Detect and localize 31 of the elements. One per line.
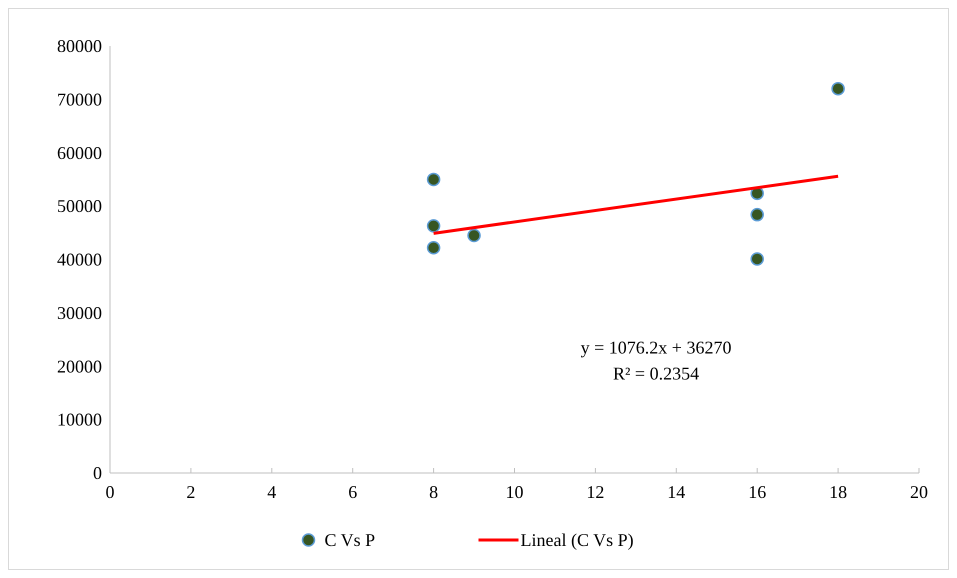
- y-tick-label: 70000: [57, 89, 102, 110]
- x-tick-label: 20: [910, 482, 928, 502]
- annotation: R² = 0.2354: [613, 363, 700, 384]
- y-tick-label: 80000: [57, 36, 102, 56]
- x-tick-label: 0: [106, 482, 114, 502]
- point: [467, 228, 481, 242]
- x-tick-label: 16: [748, 482, 766, 502]
- point: [750, 252, 764, 266]
- x-tick-label: 8: [429, 482, 438, 502]
- x-tick-label: 6: [348, 482, 358, 502]
- point: [750, 208, 764, 222]
- legend-label: Lineal (C Vs P): [520, 530, 634, 550]
- point: [426, 172, 440, 186]
- point: [426, 241, 440, 255]
- x-tick-label: 14: [667, 482, 686, 502]
- x-tick-label: 4: [267, 482, 276, 502]
- y-tick-label: 50000: [57, 196, 102, 216]
- x-tick-label: 18: [829, 482, 848, 502]
- y-tick-label: 10000: [57, 410, 102, 430]
- y-tick-label: 0: [93, 463, 102, 483]
- y-tick-label: 20000: [57, 356, 102, 376]
- y-tick-label: 60000: [57, 142, 102, 163]
- x-tick-label: 2: [186, 482, 196, 502]
- point: [831, 82, 845, 96]
- annotation: y = 1076.2x + 36270: [580, 337, 732, 358]
- x-tick-label: 12: [586, 482, 604, 502]
- y-tick-label: 40000: [57, 250, 102, 270]
- y-tick-label: 30000: [57, 302, 102, 323]
- legend-label: C Vs P: [324, 530, 376, 550]
- x-tick-label: 10: [506, 482, 524, 502]
- point: [426, 219, 440, 233]
